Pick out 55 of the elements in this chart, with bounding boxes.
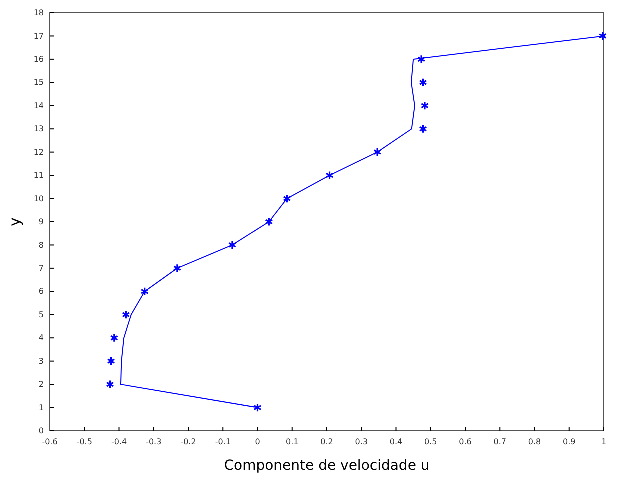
y-tick-label: 0 [38,426,44,436]
y-tick-label: 6 [38,287,44,296]
point [419,124,428,134]
point [283,194,292,204]
y-tick-label: 8 [38,240,44,250]
x-tick-label: -0.1 [215,438,231,447]
point [326,170,334,180]
y-tick-label: 17 [34,32,44,41]
x-tick-label: 0 [255,438,260,447]
point [420,101,430,110]
x-axis-title: Componente de velocidade u [224,458,430,474]
point [254,403,262,412]
y-tick-label: 2 [38,380,44,390]
point [228,240,237,250]
point [107,356,116,366]
x-tick-label: 0.8 [528,438,542,447]
point [106,380,114,390]
point [419,78,428,88]
y-tick-label: 5 [38,310,44,320]
x-tick-label: -0.2 [180,438,196,447]
x-tick-label: 0.2 [320,438,334,447]
y-tick-label: 18 [34,8,44,18]
y-tick-label: 15 [34,78,44,88]
y-tick-label: 9 [38,218,44,227]
x-tick-label: 1 [601,438,607,447]
point [140,287,149,296]
line-series [120,36,604,408]
y-tick-label: 1 [38,403,44,412]
x-tick-label: -0.4 [111,438,128,447]
x-tick-label: 0.3 [355,438,368,447]
x-tick-label: 0.5 [424,438,438,447]
x-tick-label: -0.5 [76,438,92,447]
y-tick-label: 4 [38,334,44,343]
y-tick-label: 3 [38,356,44,366]
x-tick-label: 0.1 [286,438,299,447]
point [265,217,274,227]
point [173,264,182,274]
point [122,310,130,320]
x-tick-label: 0.7 [494,438,506,447]
point [373,148,382,157]
y-tick-label: 16 [34,55,44,64]
x-tick-label: 0.4 [390,438,403,447]
y-axis-title: y [6,217,24,226]
y-tick-label: 11 [34,171,44,180]
point [110,334,118,343]
x-tick-label: -0.3 [146,438,162,447]
x-tick-label: 0.6 [459,438,472,447]
y-tick-label: 12 [34,148,44,157]
y-tick-label: 7 [38,264,44,274]
y-tick-label: 10 [34,194,44,204]
x-tick-label: 0.9 [563,438,576,447]
y-tick-label: 14 [34,101,44,110]
y-tick-label: 13 [34,124,44,134]
point [417,54,426,64]
x-tick-label: -0.6 [42,438,58,447]
